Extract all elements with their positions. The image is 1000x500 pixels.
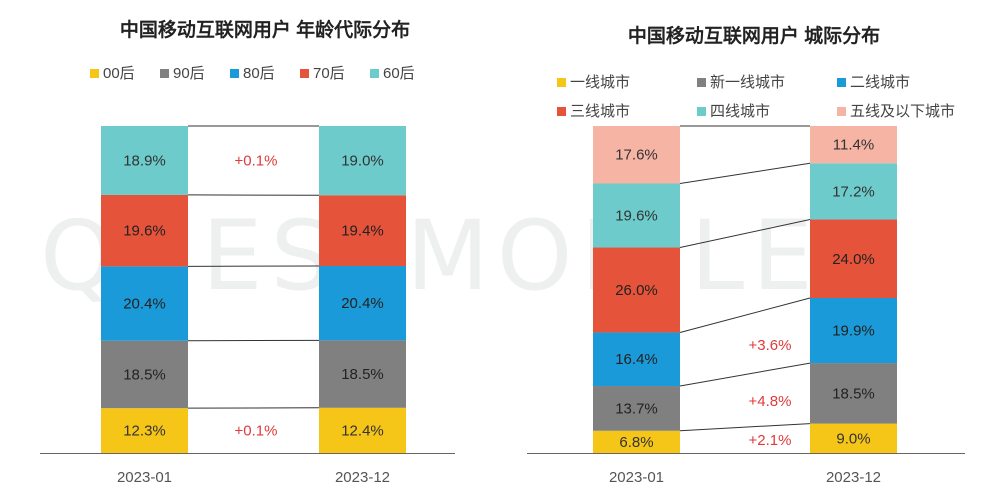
data-label: 18.5% <box>832 385 875 402</box>
data-label: 12.4% <box>341 422 384 439</box>
connector-line <box>679 219 811 249</box>
legend-label: 五线及以下城市 <box>850 103 955 120</box>
change-annotation: +2.1% <box>749 432 792 449</box>
data-label: 11.4% <box>833 137 874 154</box>
data-label: 20.4% <box>341 295 384 312</box>
change-annotation: +0.1% <box>235 153 278 170</box>
connector-line <box>679 162 811 184</box>
connector-line <box>679 423 811 432</box>
x-tick-label: 2023-12 <box>335 469 390 486</box>
bar-segment <box>593 183 680 248</box>
bar-segment <box>810 163 897 220</box>
bar-segment <box>101 126 188 195</box>
data-label: 18.5% <box>123 366 166 383</box>
data-label: 9.0% <box>836 430 870 447</box>
legend-swatch <box>230 69 239 78</box>
legend-swatch <box>837 107 846 116</box>
bar-segment <box>319 265 406 341</box>
connector-line <box>679 362 811 387</box>
legend-label: 90后 <box>173 65 205 82</box>
x-tick-label: 2023-12 <box>826 469 881 486</box>
bar-segment <box>593 126 680 184</box>
legend-label: 一线城市 <box>570 74 630 91</box>
data-label: 19.4% <box>341 223 384 240</box>
x-tick-label: 2023-01 <box>117 469 172 486</box>
legend-swatch <box>697 78 706 87</box>
change-annotation: +0.1% <box>235 422 278 439</box>
data-label: 12.3% <box>123 423 166 440</box>
bar-segment <box>593 386 680 431</box>
legend-swatch <box>370 69 379 78</box>
bar-segment <box>593 430 680 453</box>
legend-swatch <box>90 69 99 78</box>
bar-segment <box>810 219 897 299</box>
connector-line <box>679 297 811 333</box>
data-label: 18.9% <box>123 152 166 169</box>
data-label: 16.4% <box>615 351 658 368</box>
bar-segment <box>593 247 680 333</box>
legend-label: 70后 <box>313 65 345 82</box>
data-label: 6.8% <box>619 434 653 451</box>
legend-label: 新一线城市 <box>710 74 785 91</box>
legend-label: 60后 <box>383 65 415 82</box>
bar-segment <box>810 298 897 364</box>
data-label: 19.6% <box>615 208 658 225</box>
bar-segment <box>101 266 188 341</box>
bar-segment <box>810 423 897 453</box>
bar-segment <box>101 408 188 453</box>
bar-segment <box>319 126 406 196</box>
data-label: 18.5% <box>341 366 384 383</box>
bar-segment <box>319 340 406 408</box>
legend-swatch <box>557 78 566 87</box>
bar-segment <box>319 195 406 266</box>
data-label: 19.9% <box>832 323 875 340</box>
legend-label: 80后 <box>243 65 275 82</box>
chart-title: 中国移动互联网用户 城际分布 <box>628 24 880 47</box>
legend-swatch <box>697 107 706 116</box>
change-annotation: +3.6% <box>749 337 792 354</box>
bar-segment <box>319 407 406 453</box>
legend-label: 四线城市 <box>710 103 770 120</box>
data-label: 26.0% <box>615 282 658 299</box>
legend-label: 三线城市 <box>570 103 630 120</box>
legend-swatch <box>300 69 309 78</box>
legend-swatch <box>837 78 846 87</box>
data-label: 17.2% <box>832 183 875 200</box>
data-label: 19.0% <box>341 153 384 170</box>
bar-segment <box>101 340 188 409</box>
x-tick-label: 2023-01 <box>609 469 664 486</box>
legend-label: 二线城市 <box>850 74 910 91</box>
bar-segment <box>101 194 188 267</box>
legend-swatch <box>557 107 566 116</box>
chart-title: 中国移动互联网用户 年龄代际分布 <box>120 18 410 41</box>
bar-segment <box>593 332 680 387</box>
data-label: 19.6% <box>123 223 166 240</box>
data-label: 17.6% <box>615 147 658 164</box>
data-label: 20.4% <box>123 296 166 313</box>
data-label: 13.7% <box>615 400 658 417</box>
bar-segment <box>810 126 897 164</box>
change-annotation: +4.8% <box>749 393 792 410</box>
data-label: 24.0% <box>832 251 875 268</box>
bar-segment <box>810 363 897 424</box>
legend-label: 00后 <box>103 65 135 82</box>
legend-swatch <box>160 69 169 78</box>
